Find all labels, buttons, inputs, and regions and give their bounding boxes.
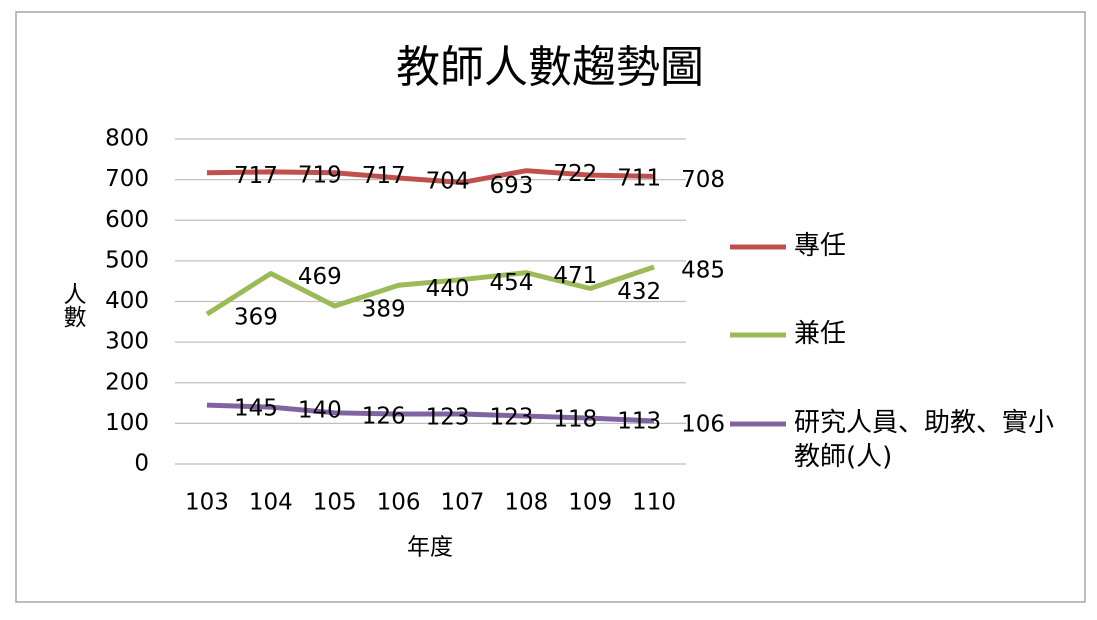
data-label: 708 [681,167,725,193]
data-label: 106 [681,411,725,437]
y-axis-title: 人數 [59,282,87,328]
data-label: 140 [298,398,342,424]
y-tick-label: 0 [134,451,149,477]
legend-item: 專任 [794,231,847,261]
data-label: 693 [489,173,533,199]
data-label: 113 [617,409,661,435]
data-label: 722 [553,161,597,187]
data-label: 711 [617,166,661,192]
legend-label: 兼任 [794,319,847,349]
x-tick-label: 110 [632,490,676,516]
data-label: 454 [489,270,533,296]
data-label: 469 [298,264,342,290]
chart-title: 教師人數趨勢圖 [396,42,704,93]
data-label: 432 [617,279,661,305]
x-tick-label: 108 [504,490,548,516]
data-label: 123 [426,405,470,431]
y-tick-label: 400 [105,288,149,314]
x-axis-title: 年度 [407,535,453,561]
y-tick-label: 500 [105,247,149,273]
legend-item: 研究人員、助教、實小教師(人) [794,408,1055,472]
series-line [206,168,655,185]
data-label: 145 [234,396,278,422]
x-tick-label: 103 [185,490,229,516]
x-tick-label: 106 [377,490,421,516]
y-tick-label: 100 [105,410,149,436]
x-tick-label: 109 [568,490,612,516]
data-label: 118 [553,407,597,433]
legend-label: 研究人員、助教、實小教師(人) [794,408,1055,472]
data-label: 717 [234,163,278,189]
chart-frame [15,11,1086,603]
y-tick-label: 800 [105,126,149,152]
x-tick-label: 105 [313,490,357,516]
data-label: 719 [298,162,342,188]
legend-item: 兼任 [794,319,847,349]
series-line [206,402,655,424]
x-tick-label: 107 [440,490,484,516]
x-tick-label: 104 [249,490,293,516]
data-label: 471 [553,263,597,289]
y-tick-label: 300 [105,329,149,355]
data-label: 369 [234,305,278,331]
data-label: 389 [362,296,406,322]
data-label: 485 [681,257,725,283]
series-line [205,264,655,317]
data-label: 440 [426,276,470,302]
data-label: 717 [362,163,406,189]
legend-label: 專任 [794,231,847,261]
data-label: 704 [426,169,470,195]
y-tick-label: 700 [105,166,149,192]
y-tick-label: 600 [105,207,149,233]
y-tick-label: 200 [105,369,149,395]
data-label: 126 [362,403,406,429]
data-label: 123 [489,405,533,431]
